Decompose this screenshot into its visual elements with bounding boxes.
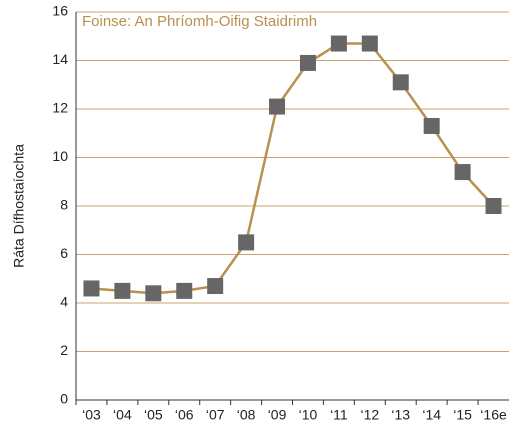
annotation: Foinse: An Phríomh-Oifig Staidrimh <box>82 13 317 30</box>
x-tick-label: ‘09 <box>268 407 287 423</box>
x-tick-label: ‘03 <box>82 407 101 423</box>
marker <box>423 117 440 134</box>
x-tick-label: ‘13 <box>391 407 410 423</box>
x-tick-label: ‘11 <box>330 407 348 423</box>
x-tick-label: ‘05 <box>144 407 163 423</box>
marker <box>269 98 286 115</box>
x-tick-label: ‘15 <box>453 407 472 423</box>
x-tick-label: ‘07 <box>206 407 225 423</box>
marker <box>176 282 193 299</box>
marker <box>83 280 100 297</box>
y-axis-label: Ráta Dífhostaíochta <box>11 144 27 268</box>
y-tick-label: 10 <box>52 148 68 164</box>
marker <box>330 35 347 52</box>
marker <box>361 35 378 52</box>
x-tick-label: ‘08 <box>237 407 256 423</box>
x-tick-label: ‘04 <box>113 407 132 423</box>
marker <box>392 74 409 91</box>
y-tick-label: 14 <box>52 51 68 67</box>
marker <box>238 234 255 251</box>
x-tick-label: ‘06 <box>175 407 194 423</box>
marker <box>145 285 162 302</box>
y-tick-label: 0 <box>60 391 68 407</box>
x-tick-label: ‘10 <box>299 407 318 423</box>
marker <box>207 278 224 295</box>
y-tick-label: 16 <box>52 3 68 19</box>
y-tick-label: 6 <box>60 245 68 261</box>
y-tick-label: 4 <box>60 294 68 310</box>
line <box>91 42 495 295</box>
marker <box>454 164 471 181</box>
y-tick-label: 2 <box>60 342 68 358</box>
marker <box>114 282 131 299</box>
y-tick-label: 12 <box>52 100 68 116</box>
y-tick-label: 8 <box>60 197 68 213</box>
marker <box>485 198 502 214</box>
x-tick-label: ‘14 <box>422 407 441 423</box>
x-tick-label: ‘12 <box>360 407 379 423</box>
x-tick-label: ‘16e <box>480 407 507 423</box>
marker <box>299 54 316 71</box>
